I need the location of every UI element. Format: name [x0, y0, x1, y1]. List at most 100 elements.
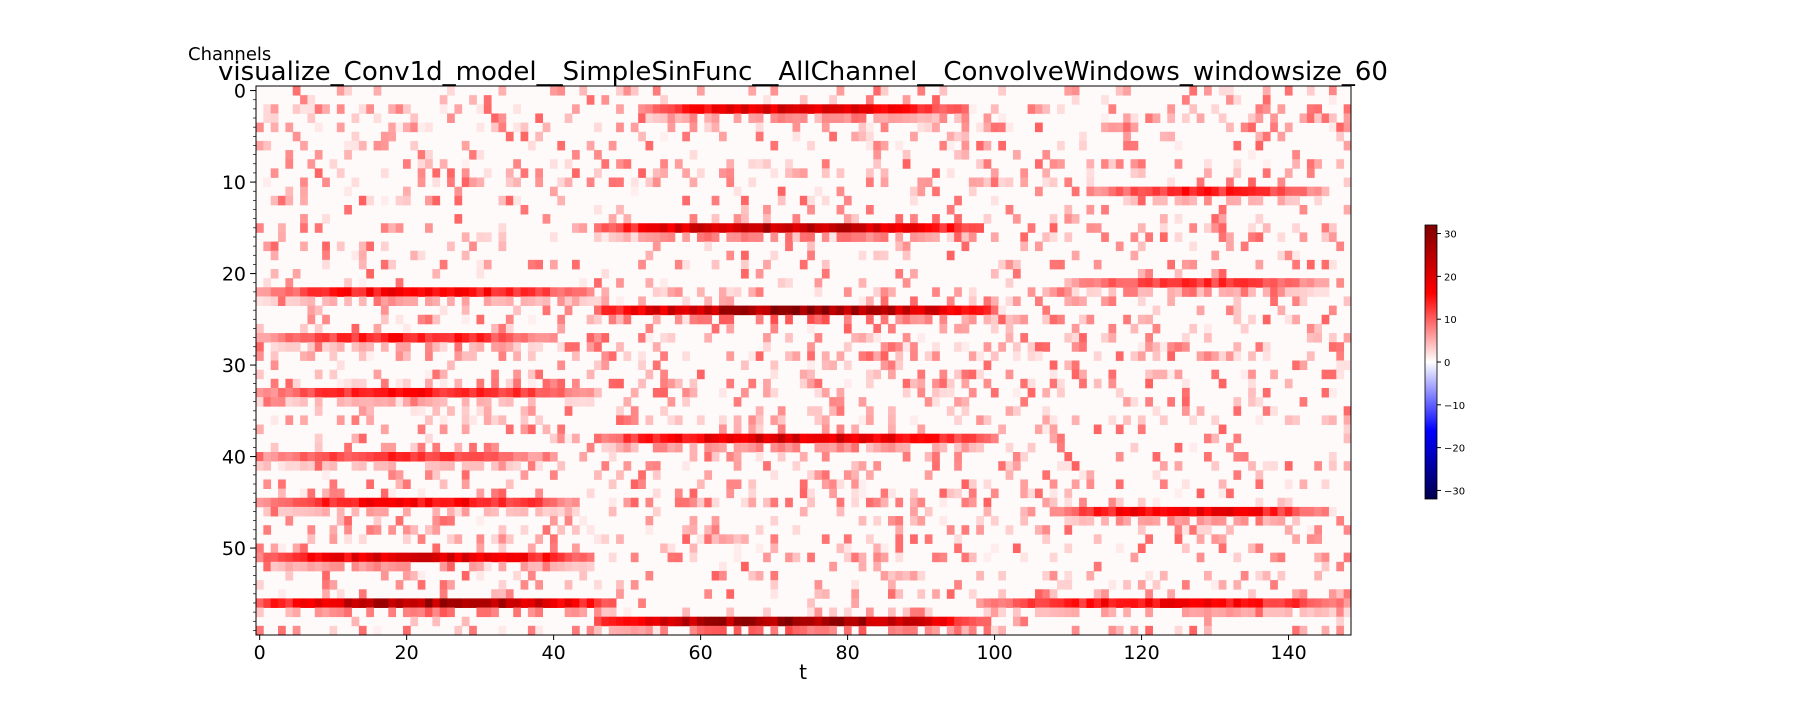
heatmap-cell — [954, 323, 962, 334]
heatmap-cell — [586, 397, 595, 407]
heatmap-cell — [718, 104, 727, 114]
heatmap-cell — [865, 534, 874, 544]
heatmap-cell — [799, 433, 808, 444]
heatmap-cell — [785, 223, 793, 233]
heatmap-cell — [1012, 342, 1021, 352]
heatmap-cell — [1211, 223, 1220, 233]
heatmap-cell — [329, 525, 338, 535]
heatmap-cell — [1211, 369, 1220, 380]
heatmap-cell — [1064, 488, 1073, 499]
heatmap-cell — [1233, 159, 1242, 169]
heatmap-cell — [373, 113, 382, 123]
heatmap-cell — [1336, 369, 1345, 380]
heatmap-cell — [1108, 497, 1117, 508]
heatmap-cell — [895, 314, 904, 325]
heatmap-cell — [351, 598, 360, 608]
heatmap-cell — [902, 442, 911, 453]
heatmap-cell — [704, 452, 713, 462]
heatmap-cell — [667, 552, 676, 563]
heatmap-cell — [888, 323, 896, 334]
heatmap-cell — [902, 159, 911, 169]
heatmap-cell — [932, 452, 940, 462]
heatmap-cell — [807, 204, 815, 215]
heatmap-cell — [1020, 488, 1029, 499]
colorbar-tick-label: −20 — [1444, 444, 1465, 455]
heatmap-cell — [535, 497, 544, 508]
heatmap-cell — [1167, 104, 1176, 114]
heatmap-cell — [674, 488, 683, 499]
heatmap-cell — [358, 333, 367, 343]
heatmap-cell — [1181, 598, 1190, 608]
heatmap-cell — [1137, 296, 1146, 306]
heatmap-cell — [329, 369, 338, 380]
heatmap-cell — [476, 534, 485, 544]
heatmap-cell — [439, 305, 448, 316]
heatmap-cell — [1079, 131, 1087, 142]
heatmap-cell — [601, 159, 610, 169]
heatmap-cell — [1137, 314, 1146, 325]
heatmap-cell — [983, 177, 992, 188]
heatmap-cell — [1057, 259, 1065, 270]
heatmap-cell — [1196, 186, 1205, 197]
heatmap-cell — [733, 452, 742, 462]
heatmap-cell — [1262, 131, 1271, 142]
heatmap-cell — [1152, 186, 1161, 197]
heatmap-cell — [1181, 387, 1190, 398]
heatmap-cell — [1159, 506, 1168, 517]
heatmap-cell — [1086, 186, 1095, 197]
heatmap-cell — [1101, 95, 1109, 105]
heatmap-cell — [1248, 287, 1256, 297]
heatmap-cell — [954, 452, 962, 462]
heatmap-cell — [1306, 113, 1315, 123]
heatmap-cell — [256, 122, 264, 133]
heatmap-cell — [358, 287, 367, 297]
heatmap-cell — [1255, 104, 1264, 114]
heatmap-cell — [1204, 506, 1212, 517]
heatmap-cell — [888, 589, 896, 599]
heatmap-cell — [726, 479, 735, 489]
heatmap-cell — [990, 232, 999, 242]
heatmap-cell — [373, 461, 382, 471]
heatmap-cell — [946, 305, 955, 316]
heatmap-cell — [1233, 552, 1242, 563]
heatmap-cell — [1042, 305, 1051, 316]
heatmap-cell — [1255, 415, 1264, 425]
heatmap-cell — [1314, 195, 1323, 206]
heatmap-cell — [932, 397, 940, 407]
heatmap-cell — [1130, 122, 1139, 133]
heatmap-cell — [763, 552, 771, 563]
heatmap-cell — [1034, 122, 1043, 133]
heatmap-cell — [667, 104, 676, 114]
heatmap-cell — [660, 232, 668, 242]
heatmap-cell — [1240, 122, 1249, 133]
heatmap-cell — [821, 305, 830, 316]
heatmap-cell — [902, 241, 911, 252]
heatmap-cell — [851, 598, 860, 608]
heatmap-cell — [880, 177, 889, 188]
heatmap-cell — [718, 296, 727, 306]
heatmap-cell — [1027, 342, 1036, 352]
heatmap-cell — [1189, 86, 1198, 96]
heatmap-cell — [270, 351, 279, 361]
heatmap-cell — [652, 287, 661, 297]
heatmap-cell — [843, 360, 852, 371]
heatmap-cell — [594, 342, 602, 352]
heatmap-cell — [549, 186, 558, 197]
heatmap-cell — [1034, 296, 1043, 306]
heatmap-cell — [792, 305, 801, 316]
heatmap-cell — [1123, 287, 1131, 297]
heatmap-cell — [873, 543, 882, 554]
heatmap-cell — [278, 506, 286, 517]
heatmap-cell — [1152, 470, 1161, 480]
heatmap-cell — [1226, 241, 1234, 252]
heatmap-cell — [946, 625, 955, 636]
heatmap-cell — [968, 387, 977, 398]
heatmap-cell — [616, 204, 624, 215]
heatmap-cell — [300, 543, 308, 554]
heatmap-cell — [498, 296, 507, 306]
heatmap-cell — [968, 616, 977, 627]
heatmap-cell — [711, 452, 720, 462]
heatmap-cell — [285, 461, 294, 471]
heatmap-cell — [1042, 232, 1051, 242]
heatmap-cell — [696, 287, 705, 297]
